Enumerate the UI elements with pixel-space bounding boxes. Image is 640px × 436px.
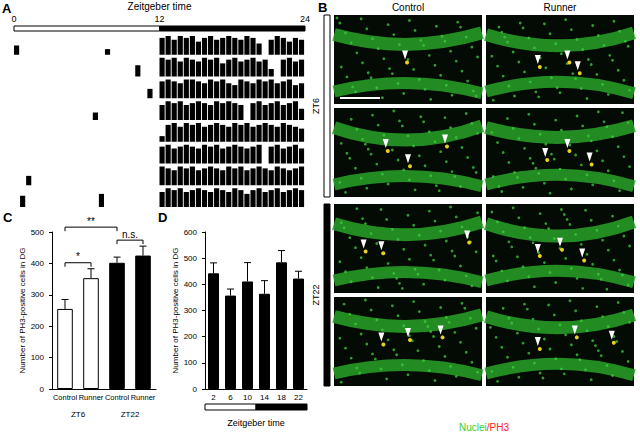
svg-text:24: 24: [300, 14, 310, 24]
svg-text:6: 6: [228, 393, 233, 402]
svg-text:ZT6: ZT6: [311, 98, 321, 114]
svg-text:22: 22: [294, 393, 303, 402]
svg-text:C: C: [3, 210, 13, 225]
svg-text:ZT22: ZT22: [121, 410, 140, 419]
svg-text:0: 0: [40, 385, 45, 394]
svg-text:Runner: Runner: [131, 393, 156, 402]
svg-text:Nuclei: Nuclei: [459, 422, 487, 433]
svg-text:100: 100: [184, 358, 198, 367]
svg-text:**: **: [87, 216, 95, 227]
svg-text:Number of PH3-positive cells i: Number of PH3-positive cells in DG: [171, 248, 180, 374]
svg-text:400: 400: [31, 259, 45, 268]
svg-text:Runner: Runner: [544, 2, 577, 13]
svg-text:14: 14: [260, 393, 269, 402]
svg-text:18: 18: [277, 393, 286, 402]
svg-text:600: 600: [184, 228, 198, 237]
svg-text:D: D: [158, 210, 167, 225]
svg-text:ZT6: ZT6: [71, 410, 86, 419]
svg-text:Zeitgeber time: Zeitgeber time: [128, 1, 192, 12]
svg-text:Runner: Runner: [79, 393, 104, 402]
svg-text:/PH3: /PH3: [487, 422, 510, 433]
svg-text:0: 0: [193, 385, 198, 394]
svg-text:500: 500: [31, 228, 45, 237]
svg-text:n.s.: n.s.: [122, 229, 138, 240]
svg-text:200: 200: [184, 332, 198, 341]
svg-text:400: 400: [184, 280, 198, 289]
svg-text:B: B: [318, 0, 327, 15]
svg-text:Control: Control: [53, 393, 78, 402]
svg-text:Control: Control: [392, 2, 424, 13]
svg-text:500: 500: [184, 254, 198, 263]
svg-text:2: 2: [211, 393, 216, 402]
svg-text:300: 300: [184, 306, 198, 315]
svg-text:*: *: [76, 251, 80, 262]
svg-text:Zeitgeber time: Zeitgeber time: [227, 418, 285, 428]
svg-text:ZT22: ZT22: [311, 284, 321, 305]
svg-text:Control: Control: [105, 393, 130, 402]
svg-text:Number of PH3-positive cells i: Number of PH3-positive cells in DG: [18, 248, 27, 374]
svg-text:100: 100: [31, 353, 45, 362]
svg-text:300: 300: [31, 290, 45, 299]
svg-text:A: A: [2, 1, 12, 16]
svg-text:10: 10: [243, 393, 252, 402]
svg-text:200: 200: [31, 322, 45, 331]
svg-text:0: 0: [11, 14, 16, 24]
svg-text:12: 12: [154, 14, 164, 24]
